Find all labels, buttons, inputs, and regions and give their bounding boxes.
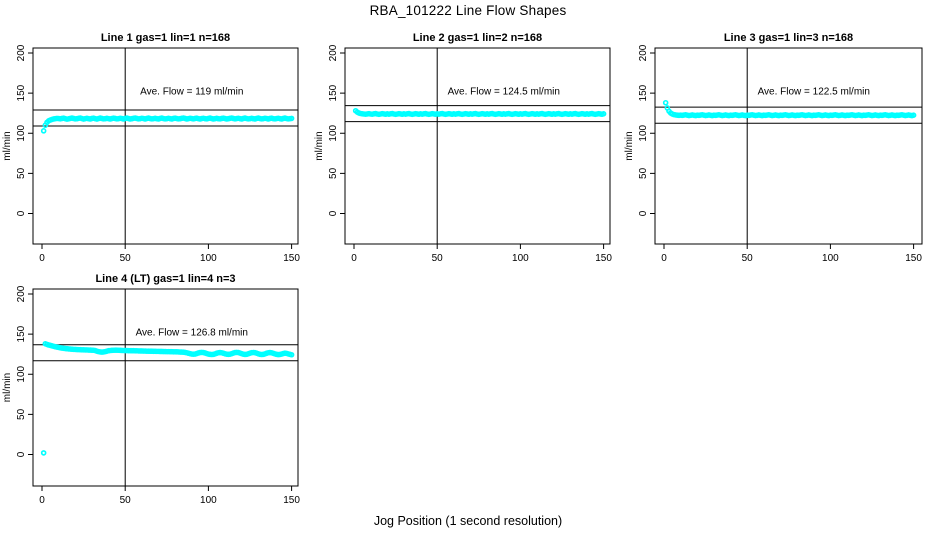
y-tick-label: 200 bbox=[328, 44, 339, 61]
y-tick-label: 50 bbox=[638, 167, 649, 179]
x-tick-label: 0 bbox=[661, 253, 667, 264]
x-tick-label: 150 bbox=[283, 253, 300, 264]
data-point bbox=[40, 128, 47, 134]
avg-flow-annotation: Ave. Flow = 126.8 ml/min bbox=[136, 328, 248, 339]
y-tick-label: 200 bbox=[16, 285, 27, 302]
y-tick-label: 100 bbox=[328, 124, 339, 141]
plot-box bbox=[344, 47, 611, 245]
x-tick-label: 0 bbox=[39, 253, 45, 264]
y-tick-label: 200 bbox=[16, 44, 27, 61]
data-point bbox=[288, 115, 295, 122]
y-tick-label: 0 bbox=[638, 210, 649, 216]
y-axis-title: ml/min bbox=[2, 131, 13, 160]
x-tick-label: 100 bbox=[822, 253, 839, 264]
x-tick-label: 100 bbox=[200, 495, 217, 506]
x-tick-label: 100 bbox=[200, 253, 217, 264]
y-tick-label: 50 bbox=[16, 408, 27, 420]
panel-title: Line 2 gas=1 lin=2 n=168 bbox=[413, 32, 542, 44]
x-tick-label: 0 bbox=[39, 495, 45, 506]
x-tick-label: 50 bbox=[432, 253, 444, 264]
y-tick-label: 0 bbox=[328, 210, 339, 216]
data-point bbox=[910, 112, 917, 118]
y-axis-title: ml/min bbox=[624, 131, 635, 160]
x-tick-label: 150 bbox=[905, 253, 922, 264]
y-tick-label: 100 bbox=[16, 124, 27, 141]
avg-flow-annotation: Ave. Flow = 124.5 ml/min bbox=[448, 87, 560, 98]
y-tick-label: 100 bbox=[16, 365, 27, 382]
data-point bbox=[40, 450, 47, 456]
data-point bbox=[600, 111, 607, 117]
y-tick-label: 0 bbox=[16, 210, 27, 216]
y-tick-label: 150 bbox=[16, 325, 27, 342]
x-tick-label: 0 bbox=[351, 253, 357, 264]
y-tick-label: 150 bbox=[638, 84, 649, 101]
y-tick-label: 150 bbox=[328, 84, 339, 101]
plot-box bbox=[32, 288, 299, 487]
y-tick-label: 0 bbox=[16, 451, 27, 457]
y-tick-label: 200 bbox=[638, 44, 649, 61]
x-tick-label: 150 bbox=[283, 495, 300, 506]
data-point bbox=[288, 351, 295, 358]
y-axis-title: ml/min bbox=[314, 131, 325, 160]
panel-title: Line 1 gas=1 lin=1 n=168 bbox=[101, 32, 230, 44]
main-title: RBA_101222 Line Flow Shapes bbox=[369, 3, 567, 18]
panel-title: Line 4 (LT) gas=1 lin=4 n=3 bbox=[95, 273, 235, 285]
x-tick-label: 50 bbox=[120, 253, 132, 264]
x-tick-label: 100 bbox=[512, 253, 529, 264]
y-tick-label: 50 bbox=[16, 167, 27, 179]
avg-flow-annotation: Ave. Flow = 119 ml/min bbox=[140, 87, 243, 98]
y-tick-label: 150 bbox=[16, 84, 27, 101]
y-tick-label: 100 bbox=[638, 124, 649, 141]
y-tick-label: 50 bbox=[328, 167, 339, 179]
x-tick-label: 150 bbox=[595, 253, 612, 264]
plot-box bbox=[654, 47, 923, 245]
data-point bbox=[662, 99, 669, 106]
y-axis-title: ml/min bbox=[2, 373, 13, 402]
x-tick-label: 50 bbox=[120, 495, 132, 506]
plot-box bbox=[32, 47, 299, 245]
panel-title: Line 3 gas=1 lin=3 n=168 bbox=[724, 32, 853, 44]
x-tick-label: 50 bbox=[742, 253, 754, 264]
x-axis-label: Jog Position (1 second resolution) bbox=[373, 514, 563, 528]
avg-flow-annotation: Ave. Flow = 122.5 ml/min bbox=[758, 87, 870, 98]
